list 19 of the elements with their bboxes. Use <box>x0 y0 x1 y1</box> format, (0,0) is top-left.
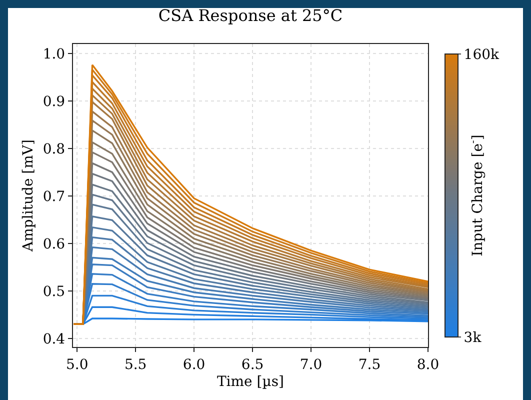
y-tick-label: 0.8 <box>42 141 66 158</box>
x-tick-label: 5.5 <box>124 356 147 373</box>
x-tick-label: 5.0 <box>66 356 88 373</box>
y-tick-label: 1.0 <box>42 46 66 62</box>
y-axis-title: Amplitude [mV] <box>20 140 36 252</box>
x-tick-label: 6.0 <box>182 356 206 373</box>
y-tick-label: 0.4 <box>42 331 66 348</box>
chart-title: CSA Response at 25°C <box>158 6 343 26</box>
x-tick-label: 8.0 <box>416 356 440 373</box>
color-bar-label: 160k <box>464 46 500 63</box>
y-tick-label: 0.9 <box>42 94 66 110</box>
color-bar-label: 3k <box>464 330 482 346</box>
x-tick-label: 6.5 <box>241 356 264 373</box>
x-axis-title: Time [µs] <box>216 374 284 390</box>
y-tick-label: 0.7 <box>42 188 66 205</box>
y-tick-label: 0.6 <box>42 236 66 252</box>
x-tick-label: 7.5 <box>358 356 381 373</box>
y-tick-label: 0.5 <box>42 284 66 300</box>
x-tick-label: 7.0 <box>300 356 322 373</box>
